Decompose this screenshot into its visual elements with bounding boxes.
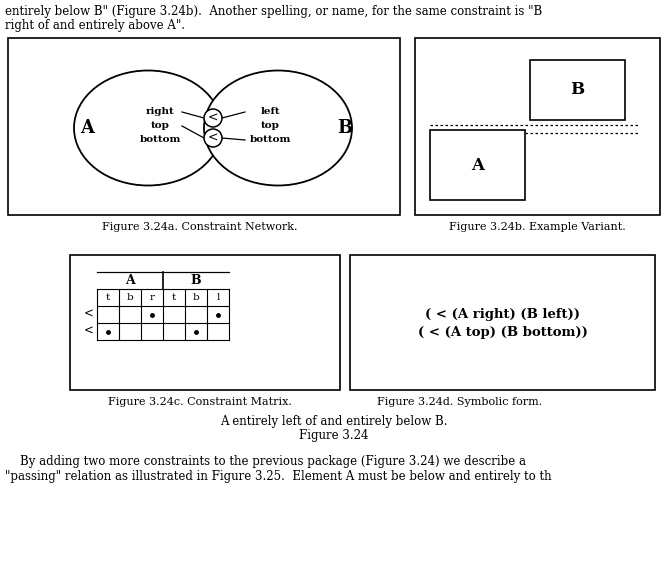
Text: b: b bbox=[126, 293, 133, 302]
Text: Figure 3.24: Figure 3.24 bbox=[299, 429, 369, 442]
Text: right: right bbox=[146, 108, 175, 116]
Text: left: left bbox=[260, 108, 280, 116]
Bar bbox=[8, 38, 400, 215]
Text: B: B bbox=[191, 274, 201, 287]
Bar bbox=[530, 60, 625, 120]
Text: B: B bbox=[571, 82, 585, 98]
Ellipse shape bbox=[204, 71, 352, 185]
Text: b: b bbox=[193, 293, 199, 302]
Text: Figure 3.24d. Symbolic form.: Figure 3.24d. Symbolic form. bbox=[377, 397, 543, 407]
Text: top: top bbox=[260, 122, 280, 130]
Text: "passing" relation as illustrated in Figure 3.25.  Element A must be below and e: "passing" relation as illustrated in Fig… bbox=[5, 470, 552, 483]
Text: l: l bbox=[216, 293, 219, 302]
Text: <: < bbox=[208, 112, 218, 124]
Circle shape bbox=[204, 129, 222, 147]
Text: ( < (A right) (B left)): ( < (A right) (B left)) bbox=[425, 308, 580, 321]
Text: bottom: bottom bbox=[139, 135, 181, 145]
Text: bottom: bottom bbox=[250, 135, 291, 145]
Text: Figure 3.24b. Example Variant.: Figure 3.24b. Example Variant. bbox=[449, 222, 626, 232]
Text: <: < bbox=[84, 325, 94, 338]
Bar bbox=[350, 255, 655, 390]
Text: r: r bbox=[149, 293, 155, 302]
Text: Figure 3.24c. Constraint Matrix.: Figure 3.24c. Constraint Matrix. bbox=[108, 397, 292, 407]
Bar bbox=[430, 130, 525, 200]
Text: t: t bbox=[172, 293, 176, 302]
Text: t: t bbox=[106, 293, 110, 302]
Text: <: < bbox=[208, 131, 218, 145]
Ellipse shape bbox=[74, 71, 222, 185]
Text: entirely below B" (Figure 3.24b).  Another spelling, or name, for the same const: entirely below B" (Figure 3.24b). Anothe… bbox=[5, 5, 543, 18]
Text: A: A bbox=[471, 156, 484, 174]
Text: B: B bbox=[337, 119, 353, 137]
Text: Figure 3.24a. Constraint Network.: Figure 3.24a. Constraint Network. bbox=[102, 222, 298, 232]
Text: A: A bbox=[80, 119, 94, 137]
Text: ( < (A top) (B bottom)): ( < (A top) (B bottom)) bbox=[417, 326, 587, 339]
Text: <: < bbox=[84, 308, 94, 321]
Circle shape bbox=[204, 109, 222, 127]
Bar bbox=[70, 255, 340, 390]
Bar bbox=[415, 38, 660, 215]
Text: A: A bbox=[125, 274, 135, 287]
Text: A entirely left of and entirely below B.: A entirely left of and entirely below B. bbox=[220, 415, 448, 428]
Text: By adding two more constraints to the previous package (Figure 3.24) we describe: By adding two more constraints to the pr… bbox=[5, 455, 526, 468]
Text: right of and entirely above A".: right of and entirely above A". bbox=[5, 19, 185, 32]
Text: top: top bbox=[151, 122, 169, 130]
